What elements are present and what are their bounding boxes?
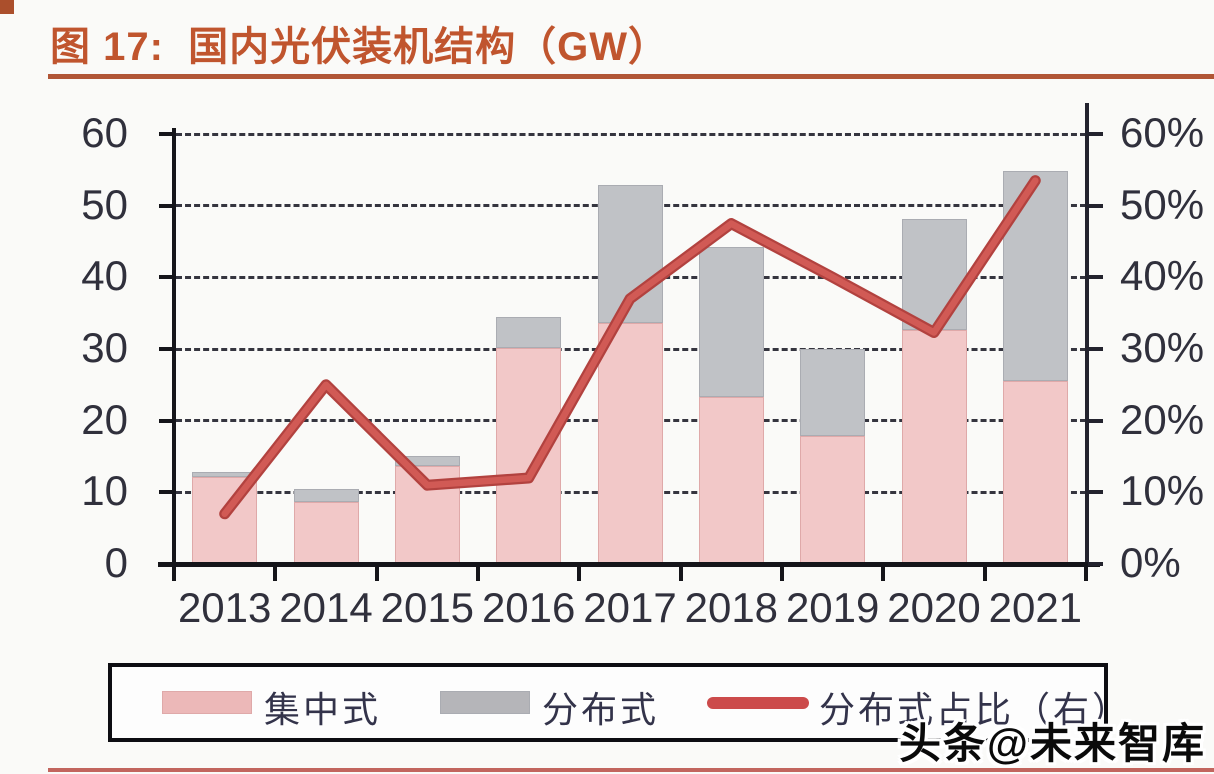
left-axis-label: 20 [81, 395, 128, 443]
x-axis-tick [982, 564, 987, 581]
left-axis-label: 30 [81, 324, 128, 371]
right-axis-tick [1088, 203, 1103, 208]
x-axis-label: 2015 [380, 584, 475, 631]
left-axis-tick [159, 490, 174, 495]
x-axis-label: 2020 [887, 584, 981, 631]
bar-distributed-2017 [597, 184, 663, 324]
left-axis-label: 10 [81, 467, 128, 515]
right-axis-label: 30% [1120, 324, 1205, 371]
bar-distributed-2021 [1002, 171, 1068, 381]
right-axis-line [1085, 103, 1089, 566]
right-axis-label: 0% [1120, 539, 1181, 586]
left-axis-tick [159, 132, 174, 136]
right-axis-tick [1088, 347, 1103, 351]
left-axis-tick [159, 203, 174, 208]
bottom-rule [48, 768, 1214, 772]
right-axis-label: 50% [1120, 180, 1205, 228]
bar-centralized-2019 [800, 436, 866, 564]
left-axis-label: 60 [81, 109, 128, 156]
right-axis-tick [1088, 132, 1103, 136]
bar-centralized-2020 [901, 329, 967, 564]
corner-decoration [0, 0, 14, 14]
legend-swatch-distributed [440, 691, 530, 714]
bar-centralized-2018 [698, 397, 764, 564]
x-axis-tick [172, 564, 176, 581]
legend-swatch-centralized [162, 691, 252, 714]
gridline [176, 132, 1086, 136]
x-axis-tick [476, 564, 480, 581]
bar-distributed-2019 [800, 349, 866, 437]
left-axis-tick [159, 275, 174, 280]
title-underline [48, 74, 1214, 79]
right-axis-tick [1088, 490, 1103, 495]
bar-distributed-2018 [698, 247, 764, 397]
right-axis-label: 20% [1120, 395, 1205, 443]
bar-centralized-2013 [192, 477, 258, 564]
right-axis-label: 40% [1120, 252, 1205, 300]
bar-centralized-2014 [293, 502, 359, 564]
legend-label-centralized: 集中式 [264, 689, 382, 730]
bar-distributed-2016 [496, 317, 562, 348]
bar-centralized-2017 [597, 323, 663, 564]
x-axis-tick [273, 564, 278, 581]
x-axis-label: 2013 [177, 584, 272, 631]
bar-distributed-2013 [192, 471, 258, 478]
legend-label-distributed: 分布式 [542, 689, 660, 730]
x-axis-label: 2017 [583, 584, 677, 631]
bar-centralized-2015 [394, 465, 460, 564]
x-axis-tick [678, 564, 683, 581]
x-axis-label: 2014 [279, 584, 373, 631]
left-axis-tick [159, 418, 174, 423]
left-axis-tick [159, 347, 174, 351]
chart-legend: 集中式 分布式 分布式占比（右） [108, 663, 1128, 742]
x-axis-tick [374, 564, 379, 581]
x-axis-tick [780, 564, 784, 581]
bar-distributed-2020 [901, 219, 967, 330]
x-axis-tick [577, 564, 582, 581]
left-axis-label: 50 [81, 180, 128, 228]
x-axis-tick [881, 564, 886, 581]
right-axis-tick [1088, 562, 1103, 566]
right-axis-tick [1088, 418, 1103, 423]
x-axis-label: 2019 [785, 584, 880, 631]
x-axis-line [158, 562, 1100, 567]
bar-centralized-2021 [1002, 380, 1068, 564]
x-axis-label: 2021 [988, 584, 1083, 631]
x-axis-label: 2018 [684, 584, 779, 631]
right-axis-label: 60% [1120, 109, 1205, 156]
bar-centralized-2016 [496, 347, 562, 564]
bar-distributed-2014 [293, 488, 359, 503]
watermark: 头条@未来智库 [899, 720, 1206, 767]
right-axis-tick [1088, 275, 1103, 280]
bar-distributed-2015 [394, 455, 460, 466]
legend-swatch-ratio-line [707, 697, 809, 709]
left-axis-tick [159, 562, 174, 566]
x-axis-tick [1084, 564, 1088, 581]
x-axis-label: 2016 [481, 584, 576, 631]
left-axis-line [172, 128, 176, 566]
figure-title: 图 17: 国内光伏装机结构（GW） [50, 25, 670, 69]
right-axis-label: 10% [1120, 467, 1205, 515]
legend-label-distributed-ratio: 分布式占比（右） [819, 689, 1132, 730]
left-axis-label: 40 [81, 252, 128, 300]
left-axis-label: 0 [104, 539, 128, 586]
